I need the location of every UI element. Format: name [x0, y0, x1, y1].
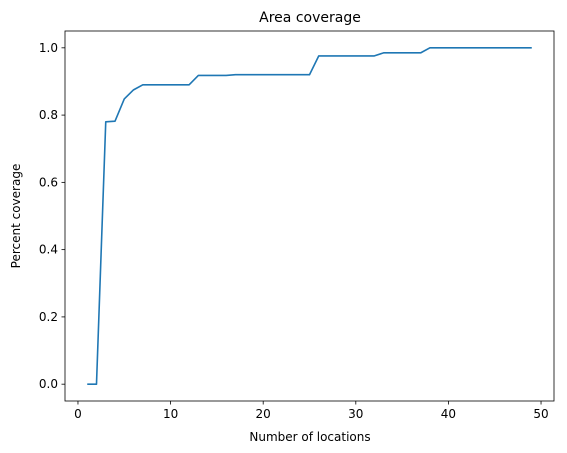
x-tick-label: 40	[441, 407, 456, 421]
coverage-line	[87, 47, 532, 385]
y-tick-label: 0.2	[39, 310, 58, 324]
x-axis-label: Number of locations	[249, 430, 370, 444]
x-tick-label: 10	[163, 407, 178, 421]
x-tick-label: 30	[348, 407, 363, 421]
plot-frame	[64, 30, 555, 402]
y-tick-label: 0.8	[39, 108, 58, 122]
x-tick-label: 50	[533, 407, 548, 421]
x-tick-label: 20	[256, 407, 271, 421]
y-tick-label: 0.0	[39, 377, 58, 391]
chart-title: Area coverage	[259, 10, 361, 26]
y-tick-label: 0.6	[39, 175, 58, 189]
x-tick-label: 0	[74, 407, 82, 421]
y-tick-label: 1.0	[39, 41, 58, 55]
y-tick-label: 0.4	[39, 243, 58, 257]
y-axis-label: Percent coverage	[9, 164, 23, 269]
